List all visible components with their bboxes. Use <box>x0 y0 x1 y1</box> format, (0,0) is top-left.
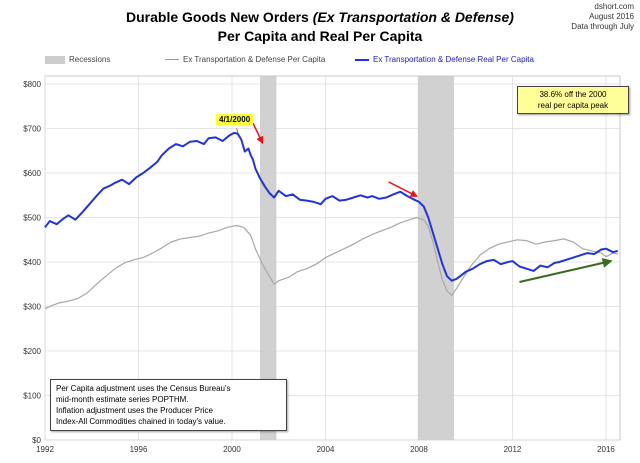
x-tick-label: 2000 <box>223 445 241 454</box>
source-note: Data through July <box>571 22 634 31</box>
y-tick-label: $200 <box>23 347 41 356</box>
note-line-3: Inflation adjustment uses the Producer P… <box>56 406 213 415</box>
note-line-4: Index-All Commodities chained in today's… <box>56 417 226 426</box>
source-site[interactable]: dshort.com <box>594 2 634 11</box>
recession-band <box>417 76 455 440</box>
blue-line-swatch-icon <box>355 58 369 61</box>
peak-date-label: 4/1/2000 <box>216 114 254 125</box>
legend-per-capita-label: Ex Transportation & Defense Per Capita <box>183 55 326 64</box>
recession-band <box>260 76 277 440</box>
methodology-note: Per Capita adjustment uses the Census Bu… <box>50 379 287 431</box>
gray-line-swatch-icon <box>165 59 179 61</box>
y-tick-label: $600 <box>23 169 41 178</box>
axes: $0 $100 $200 $300 $400 $500 $600 $700 $800 1992 19… <box>23 80 615 454</box>
y-tick-label: $800 <box>23 80 41 89</box>
x-tick-label: 1996 <box>130 445 148 454</box>
arrows <box>236 122 613 283</box>
legend-real-per-capita-label: Ex Transportation & Defense Real Per Cap… <box>373 55 534 64</box>
peak-leader-line <box>236 128 239 134</box>
decline-red-arrow <box>388 181 418 197</box>
y-tick-label: $400 <box>23 258 41 267</box>
peak-callout: 38.6% off the 2000 real per capita peak <box>517 86 629 114</box>
y-tick-label: $100 <box>23 392 41 401</box>
series-layer <box>44 131 618 310</box>
recession-bands <box>260 76 455 440</box>
callout-line-2: real per capita peak <box>537 101 609 110</box>
y-tick-label: $300 <box>23 303 41 312</box>
note-line-1: Per Capita adjustment uses the Census Bu… <box>56 384 231 393</box>
x-tick-label: 2016 <box>597 445 615 454</box>
peak-red-arrow <box>252 122 264 145</box>
legend-recessions-label: Recessions <box>69 55 111 64</box>
x-tick-label: 2004 <box>317 445 335 454</box>
real-per-capita-line <box>44 131 618 282</box>
note-line-2: mid-month estimate series POPTHM. <box>56 395 189 404</box>
x-tick-label: 2008 <box>410 445 428 454</box>
legend-real-per-capita: Ex Transportation & Defense Real Per Cap… <box>355 55 534 64</box>
per-capita-line <box>44 216 618 310</box>
y-tick-label: $500 <box>23 214 41 223</box>
x-tick-label: 2012 <box>504 445 522 454</box>
y-tick-label: $0 <box>32 436 41 445</box>
chart-subtitle: Per Capita and Real Per Capita <box>217 28 423 44</box>
chart-title: Durable Goods New Orders (Ex Transportat… <box>0 9 640 25</box>
recession-swatch-icon <box>45 55 65 64</box>
legend-per-capita: Ex Transportation & Defense Per Capita <box>165 55 325 64</box>
x-tick-label: 1992 <box>36 445 54 454</box>
y-tick-label: $700 <box>23 125 41 134</box>
chart-title-main: Durable Goods New Orders <box>126 9 313 25</box>
source-month: August 2016 <box>589 12 634 21</box>
legend-recessions: Recessions <box>45 55 110 64</box>
source-credit: dshort.com August 2016 Data through July <box>571 2 634 32</box>
recovery-green-arrow <box>519 258 613 283</box>
callout-line-1: 38.6% off the 2000 <box>539 90 607 99</box>
chart-title-italic: (Ex Transportation & Defense) <box>312 9 514 25</box>
